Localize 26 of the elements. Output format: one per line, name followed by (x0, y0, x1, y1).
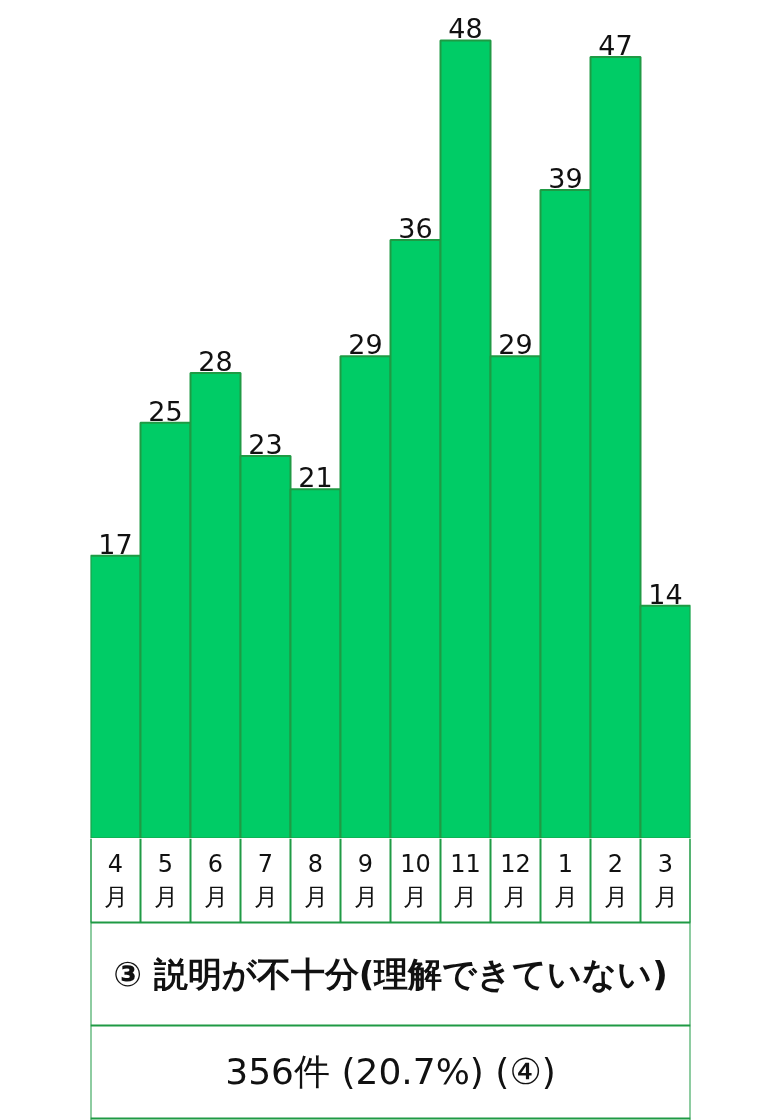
x-tick-label: 4月 (103, 850, 128, 911)
data-label: 21 (298, 462, 333, 494)
data-label: 36 (398, 212, 433, 244)
data-label: 39 (548, 163, 583, 195)
data-label: 47 (598, 30, 633, 62)
data-label: 29 (498, 329, 533, 361)
x-tick-label: 5月 (153, 850, 178, 911)
text: ③ 説明が不十分(理解できていない) (113, 953, 668, 994)
x-tick-label: 3月 (653, 850, 678, 911)
text: 356件 (20.7%) (④) (225, 1051, 556, 1092)
x-tick-label: 6月 (203, 850, 228, 911)
data-label: 29 (348, 329, 383, 361)
data-label: 25 (148, 395, 183, 427)
x-tick-label: 8月 (303, 850, 328, 911)
x-tick-label: 9月 (353, 850, 378, 911)
data-label: 17 (98, 528, 133, 560)
x-tick-label: 12月 (500, 850, 531, 911)
data-label: 28 (198, 345, 233, 377)
x-tick-label: 2月 (603, 850, 628, 911)
x-tick-label: 1月 (553, 850, 578, 911)
data-label: 48 (448, 13, 483, 45)
data-label: 14 (648, 578, 683, 610)
x-tick-label: 10月 (400, 850, 431, 911)
x-tick-label: 7月 (253, 850, 278, 911)
data-label: 23 (248, 429, 283, 461)
x-tick-label: 11月 (450, 850, 481, 911)
